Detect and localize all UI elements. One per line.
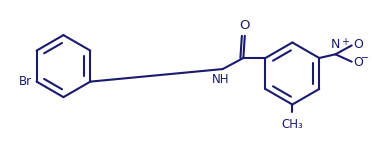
Text: +: + [341,37,349,47]
Text: O: O [240,19,250,32]
Text: CH₃: CH₃ [282,118,303,131]
Text: NH: NH [212,73,229,86]
Text: Br: Br [19,75,32,88]
Text: O: O [353,56,363,69]
Text: −: − [361,53,369,63]
Text: N: N [331,38,340,51]
Text: O: O [353,38,363,51]
